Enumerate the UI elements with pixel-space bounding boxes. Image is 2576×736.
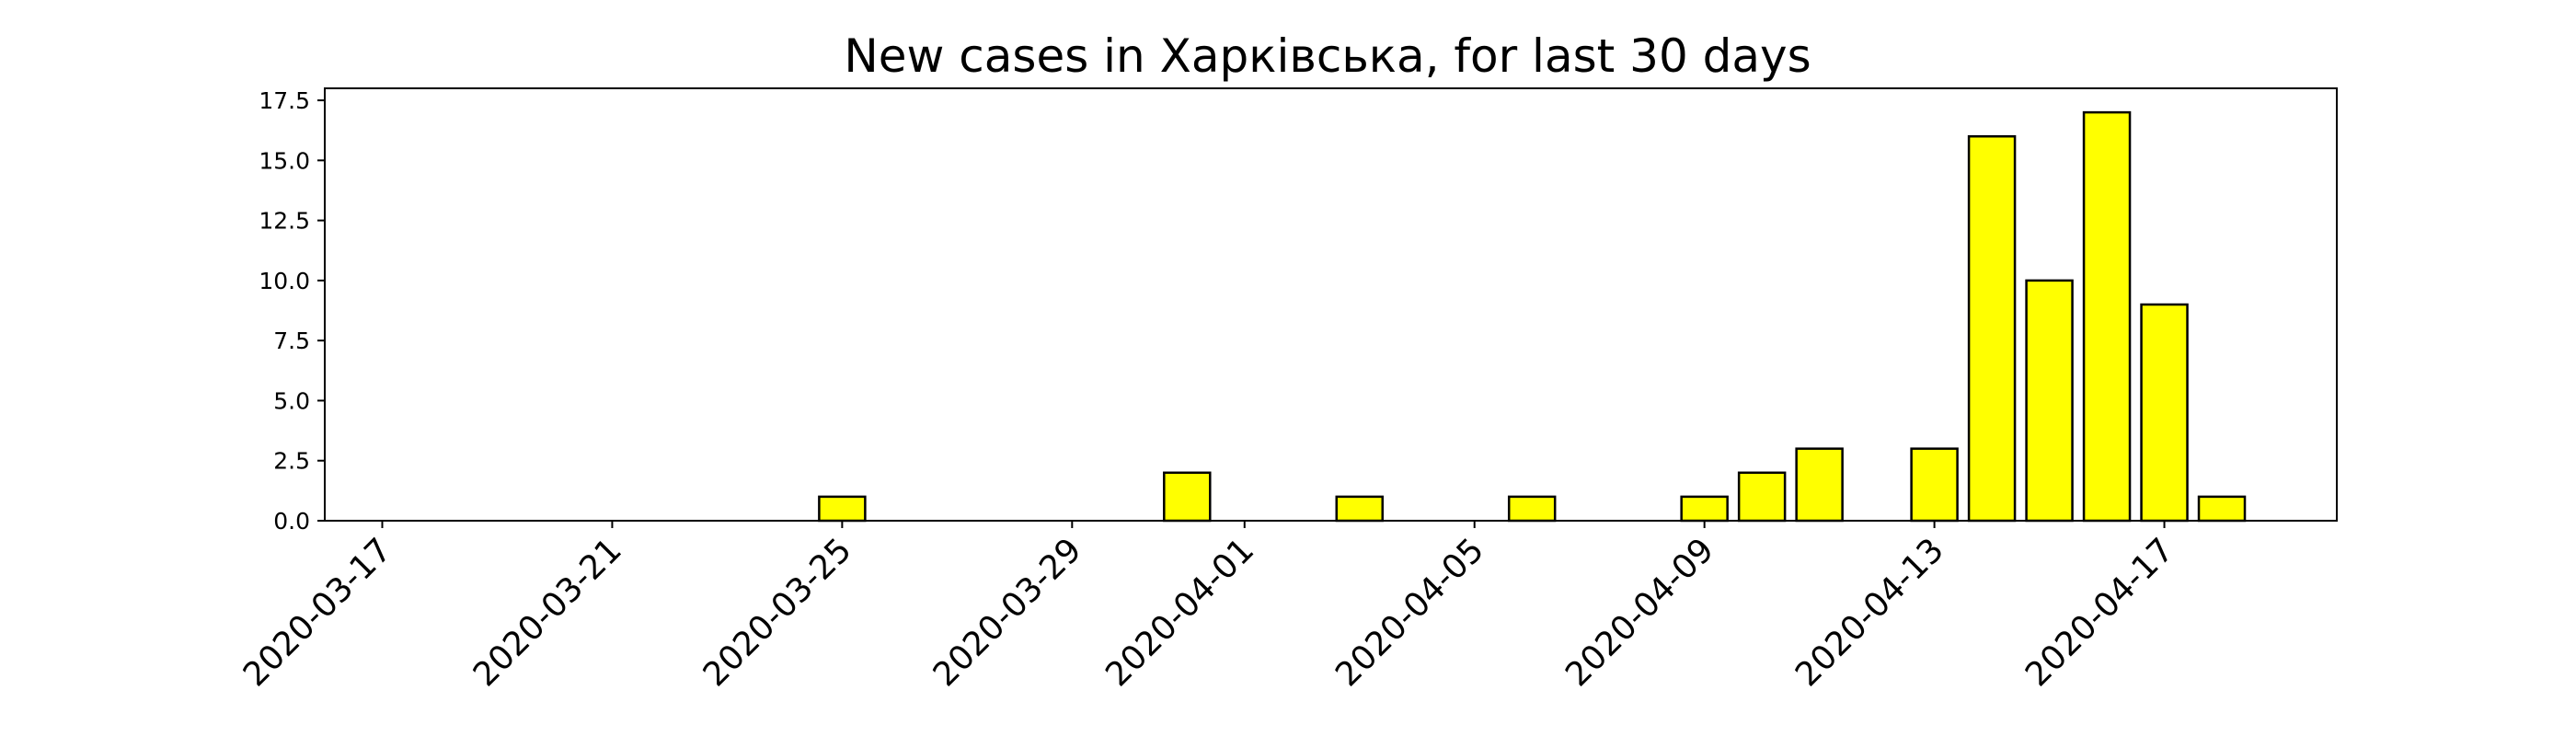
y-axis: 0.0 2.5 5.0 7.5 10.0 12.5 15.0 17.5: [259, 87, 325, 535]
chart-title: New cases in Харківська, for last 30 day…: [844, 29, 1811, 83]
x-tick-label: 2020-04-01: [1098, 531, 1261, 694]
bar-2020-04-10: [1737, 471, 1787, 523]
x-tick-label: 2020-03-25: [696, 531, 859, 694]
y-tick-label: 5.0: [273, 387, 310, 414]
bar-2020-03-25: [818, 495, 867, 523]
x-axis: 2020-03-17 2020-03-21 2020-03-25 2020-03-29…: [236, 521, 2181, 694]
bar-2020-04-13: [1910, 447, 1959, 523]
y-tick-label: 2.5: [273, 448, 310, 475]
bar-2020-04-15: [2025, 279, 2074, 523]
bar-2020-04-11: [1795, 447, 1844, 523]
x-tick-label: 2020-03-21: [466, 531, 629, 694]
x-tick-label: 2020-04-05: [1328, 531, 1491, 694]
x-tick-label: 2020-03-29: [926, 531, 1089, 694]
x-tick-label: 2020-03-17: [236, 531, 399, 694]
bar-2020-04-09: [1680, 495, 1729, 523]
y-tick-label: 0.0: [273, 508, 310, 535]
bars-group: [818, 110, 2247, 523]
x-tick-label: 2020-04-13: [1788, 531, 1951, 694]
plot-frame: [324, 87, 2338, 522]
bar-2020-04-03: [1335, 495, 1384, 523]
bar-2020-04-16: [2082, 110, 2132, 523]
bar-2020-04-17: [2140, 303, 2189, 523]
bar-2020-04-14: [1967, 134, 2017, 523]
bar-2020-04-06: [1507, 495, 1557, 523]
x-tick-label: 2020-04-17: [2018, 531, 2181, 694]
bar-2020-03-31: [1163, 471, 1212, 523]
y-tick-label: 17.5: [259, 87, 310, 114]
y-tick-label: 10.0: [259, 268, 310, 294]
bar-2020-04-18: [2197, 495, 2247, 523]
y-tick-label: 7.5: [273, 328, 310, 354]
y-tick-label: 15.0: [259, 147, 310, 174]
y-tick-label: 12.5: [259, 208, 310, 235]
x-tick-label: 2020-04-09: [1558, 531, 1721, 694]
